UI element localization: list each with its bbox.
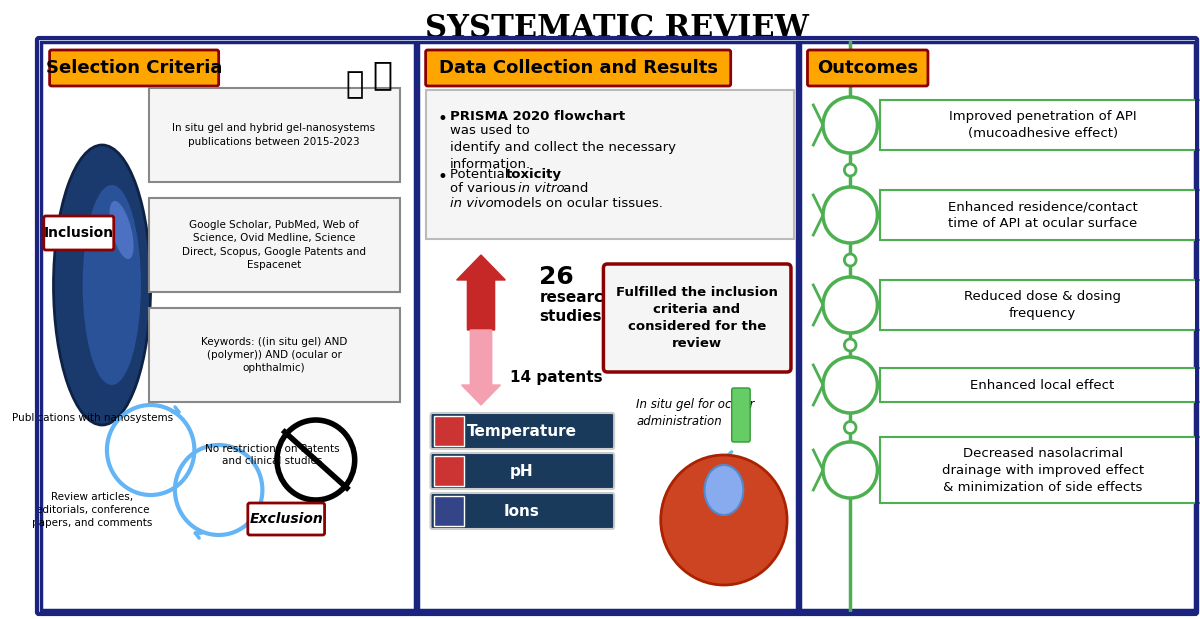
Ellipse shape: [704, 465, 743, 515]
FancyBboxPatch shape: [881, 280, 1200, 330]
FancyBboxPatch shape: [881, 368, 1200, 402]
Text: 🧩: 🧩: [372, 59, 392, 92]
Circle shape: [845, 339, 856, 351]
Text: in vitro: in vitro: [518, 182, 564, 195]
Text: Inclusion: Inclusion: [43, 226, 114, 240]
FancyBboxPatch shape: [426, 90, 794, 239]
FancyBboxPatch shape: [43, 216, 114, 250]
Circle shape: [845, 164, 856, 176]
Text: No restrictions on Patents
and clinical studies: No restrictions on Patents and clinical …: [205, 444, 340, 466]
Text: in vivo: in vivo: [450, 197, 493, 210]
FancyArrow shape: [462, 330, 500, 405]
Text: was used to
identify and collect the necessary
information.: was used to identify and collect the nec…: [450, 124, 676, 171]
Ellipse shape: [109, 201, 133, 259]
Text: Decreased nasolacrimal
drainage with improved effect
& minimization of side effe: Decreased nasolacrimal drainage with imp…: [942, 446, 1144, 493]
FancyBboxPatch shape: [808, 50, 928, 86]
FancyBboxPatch shape: [426, 50, 731, 86]
FancyBboxPatch shape: [799, 42, 1195, 610]
Text: In situ gel and hybrid gel-nanosystems
publications between 2015-2023: In situ gel and hybrid gel-nanosystems p…: [173, 123, 376, 147]
FancyBboxPatch shape: [732, 388, 750, 442]
Text: •: •: [437, 110, 448, 128]
FancyBboxPatch shape: [431, 413, 614, 449]
FancyBboxPatch shape: [248, 503, 324, 535]
Text: In situ gel for ocular
administration: In situ gel for ocular administration: [636, 398, 755, 428]
Ellipse shape: [54, 145, 151, 425]
Text: Google Scholar, PubMed, Web of
Science, Ovid Medline, Science
Direct, Scopus, Go: Google Scholar, PubMed, Web of Science, …: [182, 220, 366, 270]
FancyBboxPatch shape: [149, 308, 401, 402]
FancyBboxPatch shape: [431, 493, 614, 529]
FancyBboxPatch shape: [431, 453, 614, 489]
Text: Temperature: Temperature: [467, 423, 577, 438]
Circle shape: [823, 277, 877, 333]
Text: 14 patents: 14 patents: [510, 370, 602, 385]
FancyArrow shape: [457, 255, 505, 330]
FancyBboxPatch shape: [434, 456, 463, 486]
Text: SYSTEMATIC REVIEW: SYSTEMATIC REVIEW: [425, 12, 809, 43]
FancyBboxPatch shape: [41, 42, 415, 610]
Text: models on ocular tissues.: models on ocular tissues.: [488, 197, 662, 210]
Circle shape: [661, 455, 787, 585]
Text: and: and: [559, 182, 588, 195]
Circle shape: [823, 442, 877, 498]
FancyBboxPatch shape: [149, 88, 401, 182]
FancyBboxPatch shape: [418, 42, 797, 610]
Circle shape: [845, 254, 856, 266]
FancyBboxPatch shape: [49, 50, 218, 86]
Text: Potential: Potential: [450, 168, 512, 181]
FancyBboxPatch shape: [881, 100, 1200, 150]
Text: Enhanced residence/contact
time of API at ocular surface: Enhanced residence/contact time of API a…: [948, 200, 1138, 230]
Text: of various: of various: [450, 182, 520, 195]
Text: PRISMA 2020 flowchart: PRISMA 2020 flowchart: [450, 110, 625, 123]
Text: research
studies: research studies: [539, 290, 614, 324]
Circle shape: [823, 97, 877, 153]
Text: ⬛: ⬛: [346, 71, 364, 100]
Text: Publications with nanosystems: Publications with nanosystems: [12, 413, 173, 423]
Circle shape: [845, 422, 856, 433]
Text: Reduced dose & dosing
frequency: Reduced dose & dosing frequency: [964, 290, 1121, 320]
Text: Review articles,
editorials, conference
papers, and comments: Review articles, editorials, conference …: [32, 492, 152, 528]
Text: Selection Criteria: Selection Criteria: [46, 59, 222, 77]
Text: Exclusion: Exclusion: [250, 512, 324, 526]
Text: Improved penetration of API
(mucoadhesive effect): Improved penetration of API (mucoadhesiv…: [949, 110, 1136, 140]
Text: 26: 26: [539, 265, 574, 289]
Circle shape: [823, 357, 877, 413]
FancyBboxPatch shape: [604, 264, 791, 372]
FancyBboxPatch shape: [434, 416, 463, 446]
Text: toxicity: toxicity: [506, 168, 563, 181]
Text: Ions: Ions: [504, 503, 540, 519]
Text: Keywords: ((in situ gel) AND
(polymer)) AND (ocular or
ophthalmic): Keywords: ((in situ gel) AND (polymer)) …: [200, 337, 347, 373]
Circle shape: [823, 187, 877, 243]
FancyBboxPatch shape: [881, 437, 1200, 503]
Text: Data Collection and Results: Data Collection and Results: [439, 59, 718, 77]
FancyBboxPatch shape: [434, 496, 463, 526]
FancyBboxPatch shape: [149, 198, 401, 292]
Text: Fulfilled the inclusion
criteria and
considered for the
review: Fulfilled the inclusion criteria and con…: [616, 286, 778, 350]
Text: pH: pH: [510, 464, 534, 478]
Ellipse shape: [83, 185, 140, 385]
Text: Outcomes: Outcomes: [817, 59, 918, 77]
Text: •: •: [437, 168, 448, 186]
Text: Enhanced local effect: Enhanced local effect: [971, 378, 1115, 391]
FancyBboxPatch shape: [881, 190, 1200, 240]
